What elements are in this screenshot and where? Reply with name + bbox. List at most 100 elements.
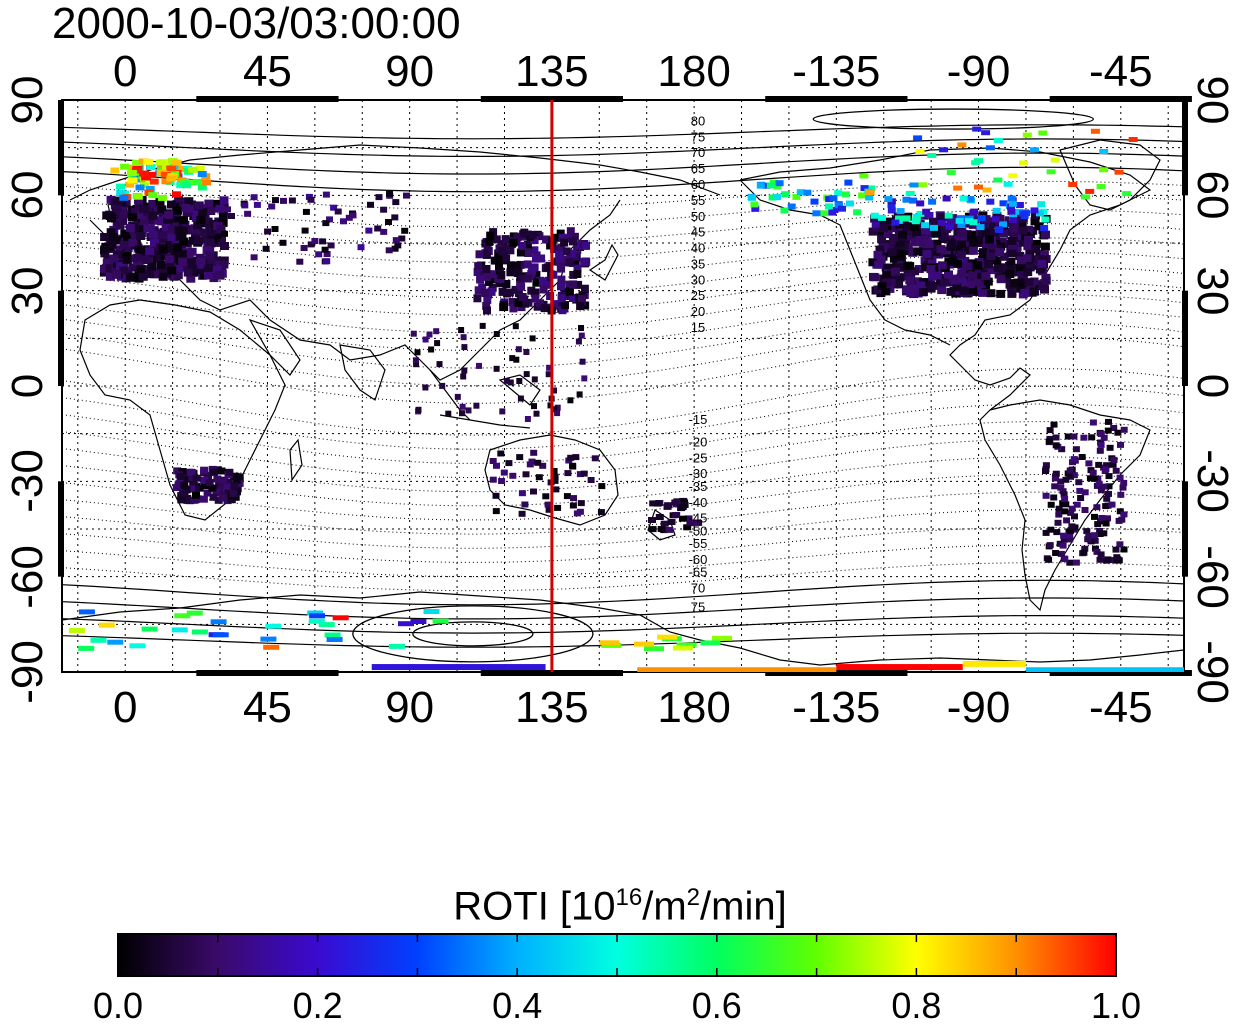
roti-cell xyxy=(410,330,417,337)
roti-cell xyxy=(1052,442,1060,449)
roti-cell xyxy=(174,264,184,273)
roti-cell xyxy=(546,292,555,300)
roti-cell xyxy=(105,264,115,273)
roti-cell xyxy=(937,220,946,226)
roti-cell xyxy=(241,202,249,209)
roti-cell xyxy=(102,258,112,267)
roti-cell xyxy=(939,147,949,153)
roti-cell xyxy=(1022,132,1032,138)
roti-cell xyxy=(648,526,657,533)
roti-cell xyxy=(148,211,158,220)
roti-cell xyxy=(1122,191,1132,197)
roti-cell xyxy=(129,263,139,272)
roti-cell xyxy=(672,512,681,518)
roti-cell xyxy=(204,271,213,280)
roti-cell xyxy=(205,231,215,240)
roti-cell xyxy=(345,214,353,221)
roti-cell xyxy=(578,325,584,331)
roti-cell xyxy=(918,182,928,188)
roti-cell xyxy=(1029,287,1039,296)
roti-cell xyxy=(180,263,190,272)
roti-cell xyxy=(454,393,461,400)
roti-cell xyxy=(1091,513,1098,520)
roti-cell xyxy=(1120,426,1128,433)
roti-cell xyxy=(1105,483,1113,490)
roti-cell xyxy=(140,174,151,181)
roti-cell xyxy=(1064,433,1072,440)
roti-cell xyxy=(1046,427,1054,434)
mlat-label: 75 xyxy=(691,129,705,144)
roti-cell xyxy=(909,182,919,188)
roti-cell xyxy=(219,196,229,205)
roti-cell xyxy=(660,520,669,527)
roti-cell xyxy=(953,259,963,268)
roti-cell xyxy=(193,221,203,230)
roti-cell xyxy=(550,300,559,309)
roti-cell xyxy=(135,184,145,191)
roti-cell xyxy=(796,189,805,196)
roti-cell xyxy=(169,248,179,257)
mlat-label: 70 xyxy=(691,581,705,596)
roti-cell xyxy=(318,622,335,628)
mlat-label: 50 xyxy=(691,209,705,224)
roti-cell xyxy=(986,289,996,298)
roti-cell xyxy=(517,395,524,402)
colorbar-tick-label: 0.4 xyxy=(492,985,543,1026)
roti-cell xyxy=(1031,245,1041,253)
roti-cell xyxy=(1103,462,1111,469)
roti-cell xyxy=(1116,541,1124,548)
roti-cell xyxy=(1022,254,1032,263)
roti-cell xyxy=(945,223,954,230)
roti-cell xyxy=(910,238,920,247)
magnetic-latitude-labels: 8075706560555045403530252015-15-20-25-30… xyxy=(689,113,708,614)
roti-cell xyxy=(968,246,978,255)
roti-cell xyxy=(100,245,110,254)
roti-cell xyxy=(995,248,1005,257)
roti-cell xyxy=(676,642,697,648)
roti-cell xyxy=(132,254,142,263)
roti-cell xyxy=(119,240,129,249)
roti-cell xyxy=(781,191,790,198)
roti-cell xyxy=(905,276,915,285)
roti-cell xyxy=(499,408,506,415)
roti-cell xyxy=(1050,421,1058,428)
mlat-contour xyxy=(62,237,1184,281)
roti-cell xyxy=(946,287,956,296)
roti-cell xyxy=(512,261,521,270)
roti-cell xyxy=(1016,263,1026,272)
roti-cell xyxy=(230,482,239,490)
roti-cell xyxy=(307,241,315,248)
roti-cell xyxy=(476,362,482,369)
roti-cell xyxy=(981,228,991,236)
roti-cell xyxy=(1007,241,1017,250)
roti-cell xyxy=(986,252,996,261)
roti-cell xyxy=(1095,480,1103,487)
roti-cell xyxy=(576,302,585,311)
roti-cell xyxy=(947,239,957,248)
roti-cell xyxy=(330,204,338,211)
roti-cell xyxy=(564,470,572,477)
roti-cell xyxy=(489,458,497,464)
roti-cell xyxy=(107,639,124,645)
roti-cell xyxy=(423,609,440,614)
roti-cell xyxy=(871,221,880,228)
roti-cell xyxy=(762,182,771,189)
roti-cell xyxy=(937,213,947,222)
axis-bar xyxy=(1182,100,1188,196)
roti-cell xyxy=(1104,556,1112,563)
roti-cell xyxy=(655,514,664,520)
roti-cell xyxy=(1050,494,1058,501)
colorbar-tick-label: 0.6 xyxy=(691,985,742,1026)
roti-cell xyxy=(1120,511,1128,518)
roti-cell xyxy=(143,158,154,165)
roti-cell xyxy=(166,259,176,268)
roti-cell xyxy=(198,208,208,217)
roti-cell xyxy=(582,241,590,250)
roti-cell xyxy=(552,486,560,493)
roti-cell xyxy=(492,508,500,515)
roti-cell xyxy=(206,207,216,215)
roti-cell xyxy=(483,272,492,281)
roti-cell xyxy=(264,228,272,235)
roti-cell xyxy=(898,230,907,239)
roti-cell xyxy=(500,469,508,476)
